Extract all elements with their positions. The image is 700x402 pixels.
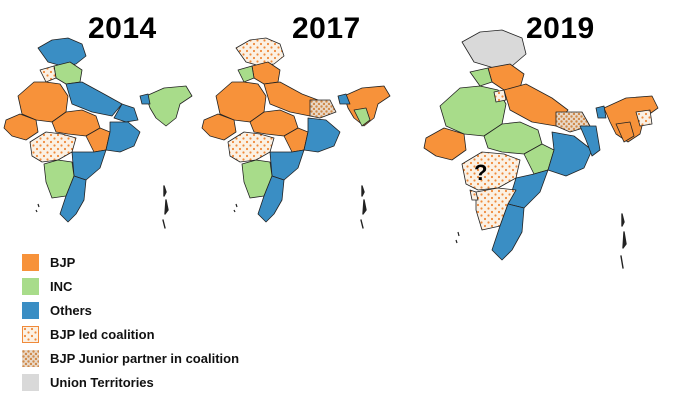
region-punjab-2017 <box>237 65 255 83</box>
region-wb-2019 <box>579 125 601 157</box>
region-jk-2014 <box>37 37 87 67</box>
region-ne-coalition-2019 <box>635 109 653 127</box>
region-gujarat-2014 <box>3 113 39 141</box>
legend-label-coalition: BJP led coalition <box>50 327 155 342</box>
region-sikkim-2019 <box>595 105 607 119</box>
region-maharashtra-2017 <box>227 131 275 163</box>
lakshadweep-2014 <box>35 203 40 213</box>
region-east-2017 <box>303 117 341 153</box>
region-tn-2017 <box>257 175 285 223</box>
title-2019: 2019 <box>526 12 595 45</box>
islands-2019 <box>620 213 627 269</box>
region-ne-north-2017 <box>337 93 351 105</box>
region-tn-2019 <box>491 203 525 261</box>
region-punjab-2014 <box>39 65 57 83</box>
legend-label-others: Others <box>50 303 92 318</box>
title-2017: 2017 <box>292 12 361 45</box>
region-jk-2019 <box>461 29 527 69</box>
region-gujarat-2019 <box>423 127 467 161</box>
lakshadweep-2017 <box>233 203 238 213</box>
region-punjab-2019 <box>469 67 493 87</box>
legend-label-inc: INC <box>50 279 73 294</box>
legend-swatch-ut <box>22 374 39 391</box>
region-goa-2019 <box>469 189 479 201</box>
legend-swatch-inc <box>22 278 39 295</box>
region-ap-2017 <box>269 149 305 181</box>
title-2014: 2014 <box>88 12 157 45</box>
region-rajasthan-2019 <box>439 85 507 137</box>
lakshadweep-2019 <box>455 231 460 244</box>
region-sikkim-2014 <box>139 93 151 105</box>
region-up-2014 <box>65 81 123 117</box>
legend-label-ut: Union Territories <box>50 375 154 390</box>
legend-swatch-others <box>22 302 39 319</box>
region-bihar-2014 <box>113 103 139 123</box>
region-maharashtra-2019 <box>461 151 521 191</box>
region-delhi-2019 <box>493 89 507 103</box>
legend-swatch-bjp <box>22 254 39 271</box>
unknown-state-mark: ? <box>474 160 488 185</box>
region-ne-2014 <box>145 85 193 127</box>
legend-label-bjp: BJP <box>50 255 76 270</box>
region-east-2014 <box>105 121 141 153</box>
region-tn-2014 <box>59 175 87 223</box>
region-maharashtra-2014 <box>29 131 77 163</box>
region-hp-2014 <box>53 61 83 85</box>
region-ap-2014 <box>71 149 107 181</box>
map-2017 <box>201 37 391 229</box>
map-2019 <box>423 29 659 269</box>
region-ne-south-2017 <box>353 107 371 127</box>
region-bihar-2017 <box>309 99 337 119</box>
islands-2017 <box>360 185 367 229</box>
region-ne-south-2019 <box>615 121 635 143</box>
region-gujarat-2017 <box>201 113 237 141</box>
region-east-2019 <box>547 131 593 177</box>
map-2014 <box>3 37 193 229</box>
islands-2014 <box>162 185 169 229</box>
region-ne-2017 <box>343 85 391 127</box>
legend-label-junior: BJP Junior partner in coalition <box>50 351 240 366</box>
legend-swatch-junior <box>22 350 39 367</box>
region-jk-2017 <box>235 37 285 67</box>
legend-swatch-coalition <box>22 326 39 343</box>
region-hp-2017 <box>251 61 281 85</box>
